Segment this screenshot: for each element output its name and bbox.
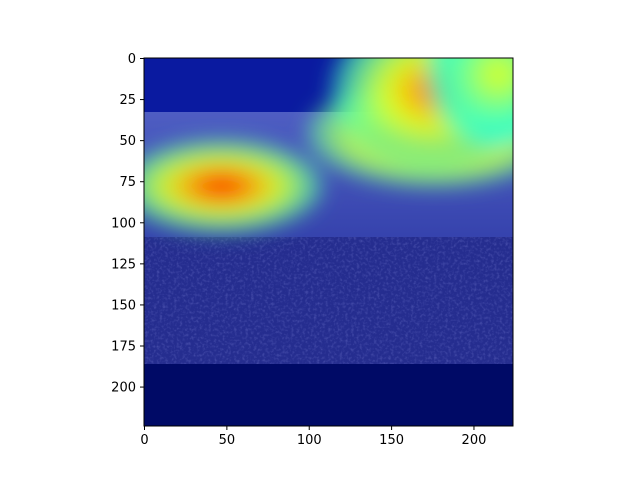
plot-area — [144, 58, 513, 426]
x-tick-label-2: 100 — [297, 433, 322, 448]
y-axis: 0 25 50 75 100 125 150 175 200 — [111, 52, 144, 396]
axes-frame — [143, 57, 514, 427]
x-tick-label-0: 0 — [140, 433, 148, 448]
bottom-band — [144, 364, 513, 426]
photo-city-texture — [144, 237, 513, 364]
x-tick-label-4: 200 — [462, 433, 487, 448]
y-tick-label-6: 150 — [111, 298, 136, 313]
x-tick-label-1: 50 — [219, 433, 236, 448]
y-tick-label-0: 0 — [128, 52, 136, 67]
y-tick-label-8: 200 — [111, 381, 136, 396]
y-tick-label-1: 25 — [119, 93, 136, 108]
y-tick-label-7: 175 — [111, 340, 136, 355]
x-axis: 0 50 100 150 200 — [140, 426, 486, 448]
y-tick-label-4: 100 — [111, 216, 136, 231]
heat-blob-0-ring-6 — [206, 179, 236, 193]
y-tick-label-2: 50 — [119, 134, 136, 149]
y-tick-label-5: 125 — [111, 257, 136, 272]
y-tick-label-3: 75 — [119, 175, 136, 190]
heat-layer — [144, 58, 513, 234]
heat-blob-3-ring-6 — [487, 64, 509, 85]
x-tick-label-3: 150 — [379, 433, 404, 448]
